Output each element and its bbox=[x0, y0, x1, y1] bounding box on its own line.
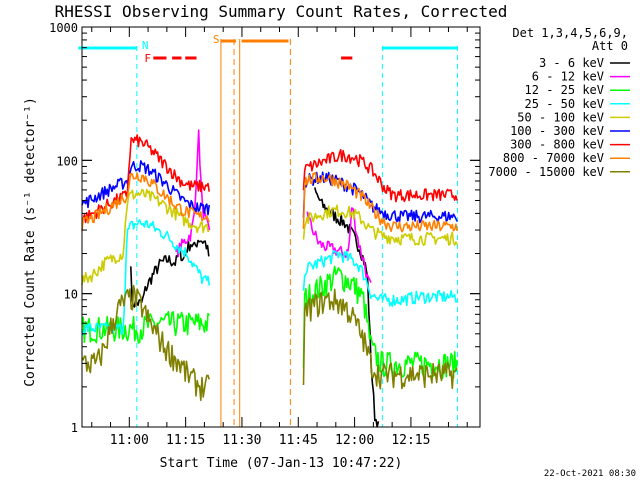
x-tick-label: 11:00 bbox=[110, 433, 149, 448]
axes: 1 10 100 1000 11:00 11:15 11:30 11:45 12:00 12:15 bbox=[49, 21, 480, 448]
chart-title: RHESSI Observing Summary Count Rates, Co… bbox=[55, 2, 508, 21]
plot-frame bbox=[81, 26, 481, 428]
legend-entry-label: 6 - 12 keV bbox=[532, 70, 604, 84]
x-tick-label: 12:00 bbox=[335, 433, 374, 448]
legend-title: Det 1,3,4,5,6,9, bbox=[512, 26, 628, 40]
series-line bbox=[302, 288, 458, 390]
series-line bbox=[302, 265, 458, 379]
series-line bbox=[302, 171, 458, 233]
legend-entry-label: 300 - 800 keV bbox=[510, 138, 604, 152]
series-line bbox=[175, 129, 211, 258]
x-tick-label: 12:15 bbox=[391, 433, 430, 448]
series-line bbox=[81, 188, 210, 286]
series-line bbox=[302, 149, 458, 203]
legend-subtitle: Att 0 bbox=[592, 39, 628, 53]
y-tick-label: 10 bbox=[64, 288, 78, 302]
series-line bbox=[81, 310, 210, 344]
legend-entry-label: 7000 - 15000 keV bbox=[488, 165, 604, 179]
series-line bbox=[130, 239, 210, 308]
legend-entry-label: 12 - 25 keV bbox=[525, 83, 604, 97]
x-tick-label: 11:45 bbox=[279, 433, 318, 448]
y-axis-label: Corrected Count Rate (s⁻¹ detector⁻¹) bbox=[23, 97, 38, 387]
footer-timestamp: 22-Oct-2021 08:30 bbox=[544, 469, 636, 479]
series-line bbox=[81, 284, 210, 402]
x-tick-label: 11:30 bbox=[222, 433, 261, 448]
saa-label: S bbox=[213, 33, 220, 46]
series-line bbox=[81, 160, 210, 216]
y-tick-label: 1000 bbox=[49, 21, 78, 35]
plot-area: NF S bbox=[78, 33, 458, 428]
legend-entry-label: 800 - 7000 keV bbox=[503, 151, 604, 165]
night-label: N bbox=[142, 39, 149, 52]
legend-entry-label: 100 - 300 keV bbox=[510, 124, 604, 138]
flare-label: F bbox=[144, 52, 151, 65]
series-line bbox=[302, 204, 458, 246]
series-line bbox=[81, 172, 210, 231]
series-line bbox=[302, 249, 458, 307]
legend-entry-label: 25 - 50 keV bbox=[525, 97, 604, 111]
series-line bbox=[306, 207, 372, 283]
legend-entry-label: 50 - 100 keV bbox=[517, 110, 604, 124]
y-tick-label: 1 bbox=[71, 421, 78, 435]
legend-entry-label: 3 - 6 keV bbox=[539, 56, 604, 70]
x-tick-label: 11:15 bbox=[166, 433, 205, 448]
y-tick-label: 100 bbox=[56, 154, 78, 168]
x-axis-label: Start Time (07-Jan-13 10:47:22) bbox=[160, 456, 403, 471]
series-line bbox=[81, 219, 210, 336]
